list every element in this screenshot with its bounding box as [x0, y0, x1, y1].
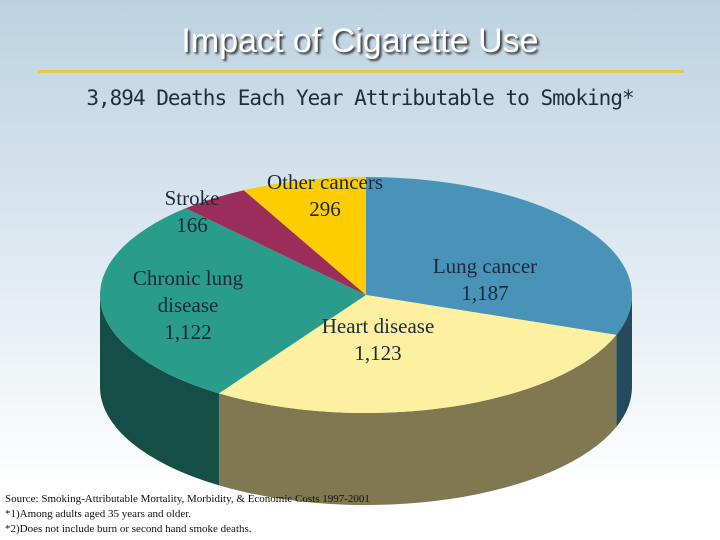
slice-label: Heart disease 1,123 [303, 313, 453, 367]
slice-label: Stroke 166 [117, 185, 267, 239]
value-label: 296 [309, 197, 341, 221]
category-label: Other cancers [266, 170, 383, 194]
slice [185, 190, 366, 295]
title: Impact of Cigarette Use [181, 22, 539, 60]
slice-side [616, 295, 632, 427]
category-label: Chronic lung disease [132, 266, 244, 317]
slice-side [218, 334, 617, 505]
slice [218, 295, 617, 413]
category-label: Stroke [164, 186, 220, 210]
title-rule [38, 70, 684, 73]
slice-label: Lung cancer 1,187 [410, 253, 560, 307]
slice [243, 177, 366, 295]
value-label: 1,122 [164, 320, 212, 344]
notes: Source: Smoking-Attributable Mortality, … [5, 492, 370, 537]
value-label: 1,187 [461, 281, 509, 305]
slice-side [100, 295, 219, 486]
slice-label: Other cancers 296 [250, 169, 400, 223]
value-label: 1,123 [354, 341, 402, 365]
slice [99, 208, 367, 394]
slice [366, 177, 632, 335]
note: *2)Does not include burn or second hand … [5, 523, 252, 535]
subtitle: 3,894 Deaths Each Year Attributable to S… [86, 86, 634, 110]
category-label: Heart disease [321, 314, 435, 338]
note: Source: Smoking-Attributable Mortality, … [5, 493, 370, 505]
category-label: Lung cancer [432, 254, 538, 278]
slice-label: Chronic lung disease 1,122 [118, 265, 258, 346]
value-label: 166 [176, 213, 208, 237]
note: *1)Among adults aged 35 years and older. [5, 508, 192, 520]
